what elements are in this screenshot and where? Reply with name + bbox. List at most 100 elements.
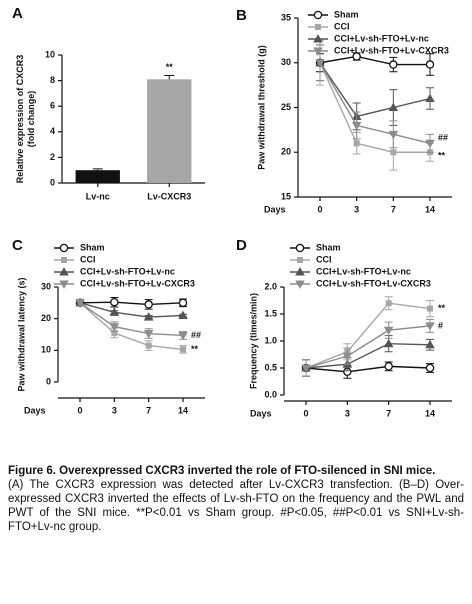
x-tick-label: 14 (178, 405, 188, 415)
legend-marker (295, 243, 305, 253)
y-tick-label: 0.5 (264, 362, 277, 372)
x-tick-label: Lv-nc (86, 191, 110, 201)
y-tick-label: 25 (281, 102, 291, 112)
x-tick-label: 14 (425, 204, 435, 214)
marker (342, 352, 353, 362)
line (305, 325, 431, 369)
x-tick-label: 7 (391, 204, 396, 214)
legend-marker (59, 280, 69, 289)
x-tick-label: 7 (146, 405, 151, 415)
legend-marker (295, 280, 305, 289)
marker (178, 298, 188, 308)
legend-label: CCI+Lv-sh-FTO+Lv-CXCR3 (334, 45, 449, 55)
line (319, 62, 430, 153)
panel-label: A (12, 5, 23, 22)
marker (385, 300, 392, 307)
marker (427, 305, 433, 312)
legend-marker (313, 34, 323, 43)
x-tick-label: 7 (386, 408, 391, 418)
x-axis-label: Days (24, 405, 46, 415)
line (79, 301, 184, 306)
legend-label: Sham (334, 9, 359, 19)
y-tick-label: 35 (281, 12, 291, 22)
x-tick-label: 0 (303, 408, 308, 418)
marker (425, 60, 435, 69)
legend-marker (315, 24, 321, 30)
marker (143, 312, 154, 321)
y-tick-label: 20 (41, 313, 51, 323)
y-tick-label: 1.5 (264, 308, 277, 318)
annotation: ** (191, 344, 199, 354)
panel-label: C (12, 237, 23, 254)
line (319, 62, 431, 118)
x-tick-label: 3 (345, 408, 350, 418)
legend-label: CCI (316, 254, 332, 264)
legend-marker (313, 47, 323, 56)
y-tick-label: 2.0 (264, 281, 277, 291)
line (319, 62, 431, 144)
x-axis-label: Days (250, 408, 272, 418)
marker (178, 310, 188, 319)
x-tick-label: 14 (425, 408, 435, 418)
y-tick-label: 0.0 (264, 389, 277, 399)
marker (75, 299, 85, 308)
legend-label: Sham (80, 242, 105, 252)
line (319, 55, 430, 66)
legend-marker (295, 267, 305, 276)
marker (390, 149, 397, 156)
y-tick-label: 2 (50, 152, 55, 162)
marker (178, 331, 188, 341)
marker (109, 307, 120, 316)
marker (425, 93, 435, 103)
annotation: ** (166, 62, 174, 72)
marker (388, 130, 399, 140)
y-tick-label: 0 (46, 376, 51, 386)
x-tick-label: 0 (317, 204, 322, 214)
legend-label: CCI (80, 254, 96, 264)
annotation: ** (438, 303, 446, 313)
line (79, 302, 184, 318)
annotation: ## (438, 133, 448, 143)
y-tick-label: 6 (50, 101, 55, 111)
y-axis-label: Relative expression of CXCR3 (15, 55, 25, 184)
marker (315, 59, 325, 68)
marker (352, 52, 361, 61)
y-tick-label: 1.0 (264, 335, 277, 345)
legend-marker (61, 257, 67, 263)
marker (301, 364, 311, 373)
line (79, 302, 184, 351)
figure: A 0 2 4 6 8 10 Relative expression of CXCR3 (fol… (12, 5, 452, 418)
marker (425, 363, 435, 373)
line (305, 365, 431, 373)
marker (425, 339, 435, 349)
legend-label: CCI (334, 21, 350, 31)
marker (111, 329, 118, 336)
panel-label: D (236, 237, 247, 254)
x-tick-label: 3 (354, 204, 359, 214)
marker (143, 330, 154, 339)
legend-marker (313, 10, 323, 20)
legend-marker (59, 267, 69, 276)
legend-label: CCI+Lv-sh-FTO+Lv-CXCR3 (316, 278, 431, 288)
y-axis-label: (fold change) (26, 91, 36, 148)
marker (388, 102, 399, 111)
bar (147, 79, 192, 183)
line (305, 302, 431, 369)
y-tick-label: 4 (50, 126, 55, 136)
legend-label: CCI+Lv-sh-FTO+Lv-nc (334, 33, 429, 43)
y-tick-label: 8 (50, 75, 55, 85)
line (305, 342, 431, 369)
marker (353, 140, 360, 147)
legend-marker (297, 257, 303, 263)
annotation: ** (438, 151, 446, 161)
bar (75, 170, 120, 183)
y-axis-label: Frequency (times/min) (248, 293, 258, 389)
x-tick-label: 0 (77, 405, 82, 415)
legend-label: CCI+Lv-sh-FTO+Lv-CXCR3 (80, 278, 195, 288)
marker (110, 297, 119, 307)
legend-label: CCI+Lv-sh-FTO+Lv-nc (316, 266, 411, 276)
y-axis-label: Paw withdrawal latency (s) (16, 277, 26, 391)
error-bar (92, 168, 103, 171)
y-tick-label: 10 (45, 49, 55, 59)
